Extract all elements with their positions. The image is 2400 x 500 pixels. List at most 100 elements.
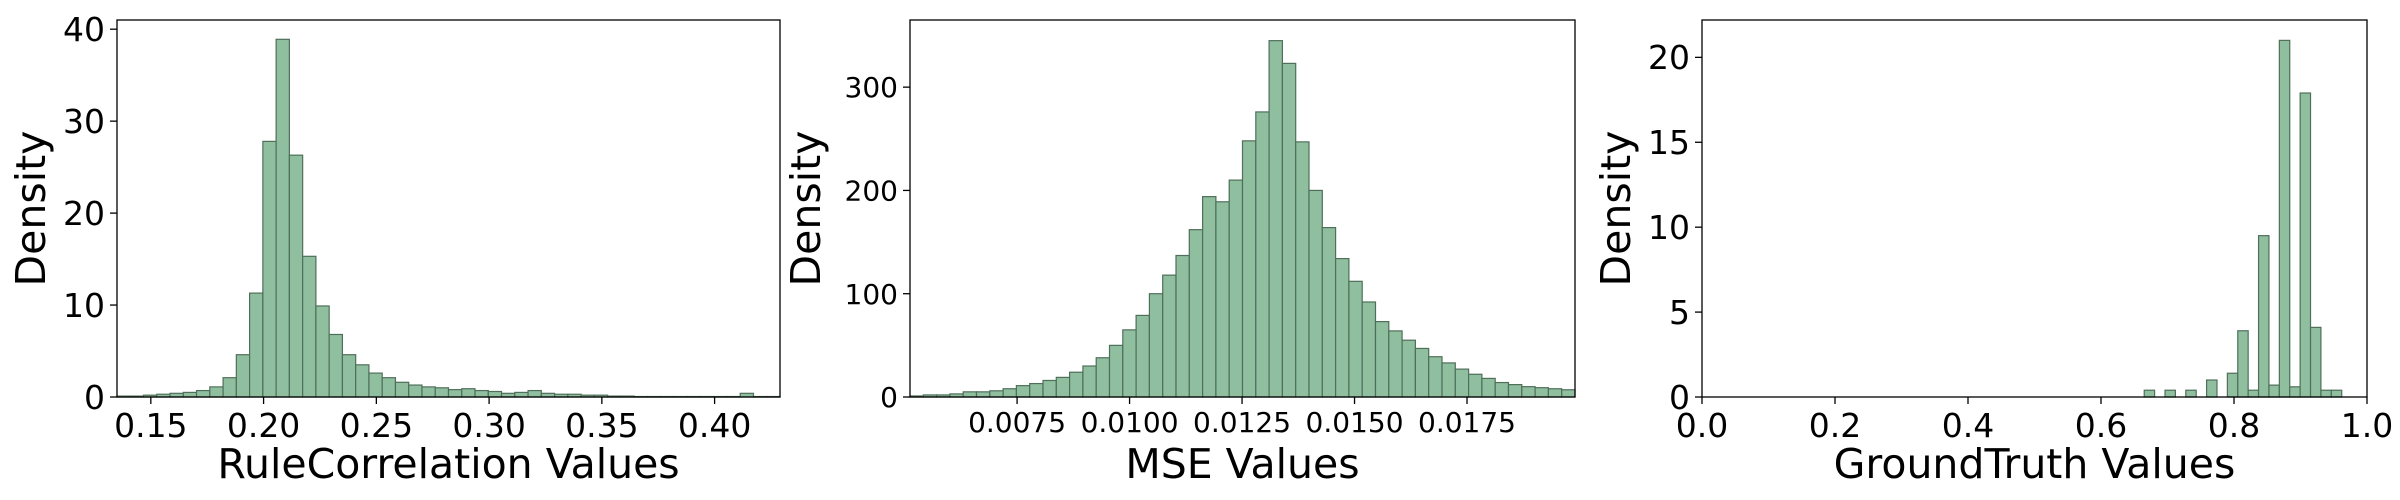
x-axis-label: MSE Values bbox=[1125, 440, 1359, 488]
y-tick-label: 5 bbox=[1669, 293, 1690, 332]
x-tick-label: 0.8 bbox=[2208, 406, 2260, 445]
histogram-bar bbox=[2185, 389, 2197, 398]
histogram-bar bbox=[1268, 40, 1283, 398]
x-tick-label: 0.0150 bbox=[1306, 406, 1404, 439]
x-tick-label: 0.40 bbox=[678, 406, 751, 445]
histogram-bar bbox=[408, 384, 423, 398]
histogram-bar bbox=[975, 391, 991, 398]
histogram-bar bbox=[1122, 329, 1137, 398]
x-tick-label: 0.20 bbox=[227, 406, 300, 445]
histogram-bar bbox=[1281, 62, 1297, 398]
y-tick-label: 20 bbox=[63, 194, 105, 233]
histogram-bar bbox=[394, 381, 410, 398]
histogram-bar bbox=[1108, 344, 1124, 398]
x-tick-label: 0.0 bbox=[1676, 406, 1728, 445]
histogram-bar bbox=[1374, 321, 1390, 398]
histogram-bar bbox=[514, 391, 529, 398]
histogram-panel-3: 0.0 0.2 0.4 0.6 0.8 1.0 0 5 10 15 20 GroundTruth Va… bbox=[1592, 19, 2393, 488]
x-tick-label: 0.0075 bbox=[968, 406, 1066, 439]
histogram-bar bbox=[1002, 388, 1017, 398]
histogram-bar bbox=[328, 333, 344, 398]
histogram-bar bbox=[434, 387, 450, 398]
histogram-bar bbox=[421, 386, 436, 398]
histogram-bar bbox=[1454, 368, 1470, 398]
histogram-bar bbox=[1241, 140, 1257, 398]
histogram-bar bbox=[2247, 389, 2260, 398]
histogram-bar bbox=[2289, 386, 2301, 398]
y-tick-label: 100 bbox=[845, 278, 898, 311]
histogram-bar bbox=[1095, 357, 1111, 398]
histogram-bar bbox=[381, 377, 397, 398]
histogram-bar bbox=[1162, 274, 1177, 398]
histogram-bar bbox=[209, 386, 224, 398]
histogram-bar bbox=[288, 154, 304, 398]
y-tick-label: 15 bbox=[1648, 123, 1690, 162]
y-axis-label: Density bbox=[1592, 131, 1640, 287]
histogram-bar bbox=[249, 292, 264, 398]
histogram-bar bbox=[1507, 384, 1523, 398]
x-axis-label: GroundTruth Values bbox=[1834, 440, 2236, 488]
histogram-bar bbox=[1188, 229, 1204, 398]
histogram-bar bbox=[1148, 293, 1164, 398]
histogram-bar bbox=[1255, 111, 1270, 398]
histogram-bar bbox=[2237, 330, 2249, 398]
histogram-bar bbox=[1042, 379, 1057, 398]
histogram-bar bbox=[2309, 326, 2322, 398]
histogram-bar bbox=[1055, 376, 1071, 398]
histogram-bar bbox=[2226, 372, 2239, 398]
histogram-bar bbox=[1481, 377, 1496, 398]
histogram-bar bbox=[1201, 196, 1217, 398]
histogram-bar bbox=[355, 364, 370, 398]
histogram-bar bbox=[1521, 386, 1536, 398]
histogram-bar bbox=[2164, 389, 2177, 398]
histogram-bar bbox=[1361, 301, 1377, 398]
x-tick-label: 1.0 bbox=[2341, 406, 2393, 445]
histogram-bar bbox=[341, 354, 357, 398]
y-axis-label: Density bbox=[7, 131, 55, 287]
histogram-bar bbox=[461, 388, 476, 398]
x-tick-label: 0.35 bbox=[565, 406, 638, 445]
plot-frame bbox=[116, 19, 781, 398]
x-tick-label: 0.30 bbox=[452, 406, 525, 445]
x-tick-label: 0.4 bbox=[1942, 406, 1994, 445]
histogram-bar bbox=[1228, 179, 1244, 398]
histogram-bar bbox=[2278, 39, 2291, 398]
histogram-bar bbox=[1175, 254, 1190, 398]
histogram-bar bbox=[1388, 330, 1403, 398]
x-axis-label: RuleCorrelation Values bbox=[217, 440, 679, 488]
histogram-bar bbox=[527, 389, 542, 398]
histogram-bar bbox=[1494, 381, 1510, 398]
histogram-bar bbox=[1561, 389, 1576, 398]
histogram-bar bbox=[235, 354, 251, 398]
histogram-bar bbox=[447, 389, 463, 398]
plot-frame bbox=[1701, 19, 2368, 398]
histogram-bar bbox=[2299, 92, 2312, 398]
y-tick-label: 0 bbox=[84, 378, 105, 417]
histogram-bar bbox=[1215, 201, 1230, 398]
histogram-bar bbox=[1135, 314, 1150, 398]
x-tick-label: 0.0175 bbox=[1418, 406, 1516, 439]
histogram-bar bbox=[1348, 280, 1363, 398]
histogram-bar bbox=[1428, 356, 1443, 398]
histogram-bar bbox=[195, 389, 211, 398]
histogram-bar bbox=[2320, 389, 2332, 398]
histogram-bar bbox=[962, 391, 978, 398]
histogram-bar bbox=[2257, 235, 2270, 398]
histogram-bar bbox=[222, 377, 237, 398]
histogram-bar bbox=[1414, 347, 1430, 398]
histogram-bar bbox=[1441, 362, 1456, 398]
histogram-bar bbox=[989, 390, 1004, 398]
histogram-bar bbox=[2205, 379, 2218, 398]
y-tick-label: 0 bbox=[1669, 378, 1690, 417]
histogram-bar bbox=[474, 389, 489, 398]
histogram-bar bbox=[1015, 385, 1031, 398]
y-tick-label: 40 bbox=[63, 10, 105, 49]
y-tick-label: 20 bbox=[1648, 38, 1690, 77]
histogram-bar bbox=[275, 38, 290, 398]
histogram-bar bbox=[1029, 382, 1044, 398]
y-tick-label: 300 bbox=[845, 71, 898, 104]
histogram-bar bbox=[1295, 141, 1310, 398]
x-tick-label: 0.6 bbox=[2075, 406, 2127, 445]
y-tick-label: 30 bbox=[63, 102, 105, 141]
